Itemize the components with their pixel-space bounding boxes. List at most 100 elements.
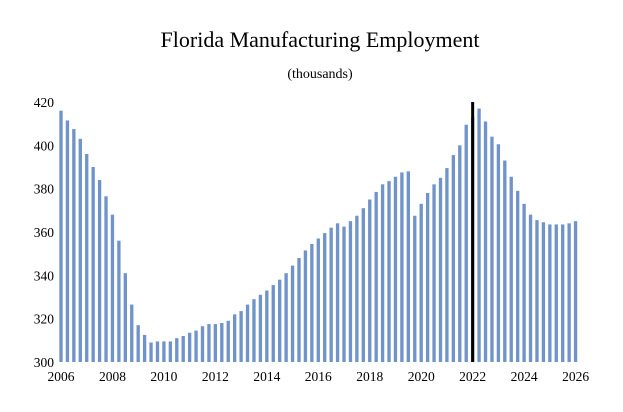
y-tick-label: 320 <box>34 312 55 327</box>
bar <box>413 215 417 362</box>
bar <box>104 196 108 362</box>
bar <box>323 233 327 362</box>
bar <box>528 214 533 362</box>
bar <box>168 341 173 362</box>
y-axis-ticks: 300 320 340 360 380 400 420 <box>34 95 55 370</box>
bar <box>361 208 365 362</box>
bar <box>561 224 565 362</box>
bar <box>573 221 578 362</box>
bar <box>310 243 314 362</box>
x-tick-label: 2016 <box>305 369 332 384</box>
bar <box>187 332 192 362</box>
x-tick-label: 2020 <box>408 369 435 384</box>
bar <box>72 129 76 362</box>
bar <box>226 320 230 362</box>
bar <box>155 341 160 362</box>
bar <box>329 227 333 362</box>
bar <box>477 108 481 362</box>
bar <box>464 124 468 362</box>
bar <box>290 265 295 362</box>
y-tick-label: 400 <box>34 138 55 153</box>
bar <box>149 342 153 362</box>
bar <box>541 222 546 362</box>
x-tick-label: 2024 <box>511 369 538 384</box>
bars-group <box>59 108 578 362</box>
bar <box>232 314 237 362</box>
bar <box>271 285 275 362</box>
bar <box>284 273 288 362</box>
bar <box>425 193 430 362</box>
x-tick-label: 2018 <box>356 369 383 384</box>
y-tick-label: 420 <box>34 95 55 110</box>
bar <box>252 299 256 362</box>
bar <box>419 203 423 362</box>
bar <box>522 203 526 362</box>
bar <box>297 258 301 362</box>
bar <box>258 294 263 362</box>
bar <box>239 311 243 362</box>
bar <box>368 199 372 362</box>
bar <box>548 224 552 362</box>
bar <box>65 120 70 362</box>
bar <box>97 180 102 362</box>
x-tick-label: 2026 <box>562 369 589 384</box>
bar <box>535 220 539 362</box>
bar <box>303 250 308 362</box>
x-axis-ticks: 2006 2008 2010 2012 2014 2016 2018 2020 2022 2024… <box>48 369 590 384</box>
bar <box>567 223 571 362</box>
bar <box>438 177 443 362</box>
y-tick-label: 380 <box>34 182 55 197</box>
bar <box>503 160 507 362</box>
bar <box>59 110 63 362</box>
bar <box>316 238 320 362</box>
chart-subtitle: (thousands) <box>287 67 353 82</box>
x-tick-label: 2022 <box>459 369 486 384</box>
y-tick-label: 340 <box>34 268 55 283</box>
bar <box>117 240 121 362</box>
bar <box>175 338 179 362</box>
bar <box>490 136 494 362</box>
bar <box>78 138 82 362</box>
bar <box>387 181 391 362</box>
bar <box>483 121 488 362</box>
bar <box>393 176 398 362</box>
bar <box>136 325 140 362</box>
bar <box>348 221 353 362</box>
bar <box>181 336 185 362</box>
x-tick-label: 2014 <box>253 369 280 384</box>
bar <box>220 323 224 362</box>
bar <box>91 167 95 362</box>
bar <box>194 330 198 362</box>
bar <box>142 334 147 362</box>
bar <box>213 324 218 362</box>
bar <box>162 341 166 362</box>
bar <box>380 184 385 362</box>
bar <box>85 154 89 362</box>
bar <box>200 326 205 362</box>
x-tick-label: 2012 <box>202 369 229 384</box>
x-tick-label: 2008 <box>99 369 126 384</box>
bar <box>265 290 269 362</box>
bar <box>245 304 250 362</box>
bar <box>432 184 436 362</box>
bar <box>509 176 513 362</box>
bar <box>123 273 127 362</box>
bar <box>110 214 115 362</box>
bar <box>516 190 520 362</box>
bar <box>207 324 211 362</box>
bar <box>445 168 449 362</box>
bar <box>130 304 134 362</box>
bar <box>451 155 456 362</box>
x-tick-label: 2006 <box>48 369 75 384</box>
bar <box>374 191 378 362</box>
bar <box>335 223 340 362</box>
x-tick-label: 2010 <box>150 369 177 384</box>
bar <box>400 172 404 362</box>
bar <box>342 226 346 362</box>
bar <box>406 171 410 362</box>
bar <box>458 145 462 362</box>
bar <box>278 279 282 362</box>
y-tick-label: 300 <box>34 355 55 370</box>
